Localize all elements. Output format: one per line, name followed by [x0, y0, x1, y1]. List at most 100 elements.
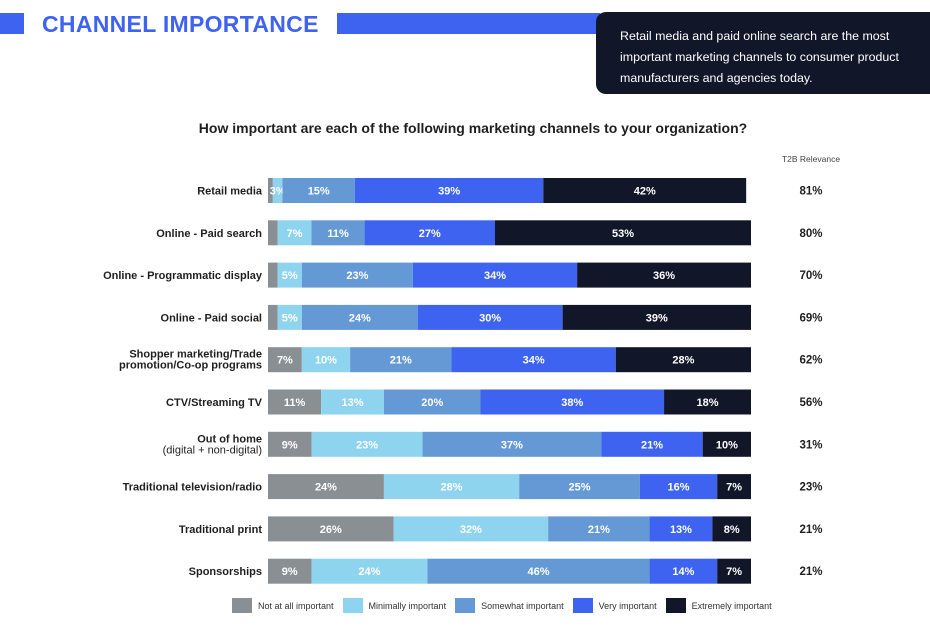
bar-segment [311, 220, 365, 246]
bar-segment [548, 516, 650, 542]
data-label: 25% [569, 482, 591, 494]
category-label: Traditional print [179, 524, 262, 536]
bar-segment [412, 262, 578, 288]
bar-segment [495, 220, 751, 246]
relevance-value: 21% [799, 566, 822, 578]
category-label: CTV/Streaming TV [166, 397, 263, 409]
category-label: Online - Programmatic display [103, 270, 263, 282]
category-label: Traditional television/radio [123, 482, 263, 494]
data-label: 23% [356, 439, 378, 451]
legend-swatch [572, 598, 593, 613]
category-label-line: (digital + non-digital) [163, 444, 262, 456]
data-label: 28% [672, 355, 694, 367]
data-label: 16% [668, 482, 690, 494]
data-label: 9% [282, 566, 298, 578]
data-label: 11% [327, 228, 349, 240]
data-label: 39% [646, 312, 668, 324]
bar-segment [717, 558, 751, 584]
data-label: 26% [320, 524, 342, 536]
bar-segment [543, 178, 747, 203]
bar-segment [268, 304, 278, 330]
legend-label: Minimally important [368, 600, 447, 611]
bar-segment [702, 431, 751, 457]
category-label: Out of home (digital + non-digital) [163, 433, 262, 456]
bar-segment [277, 262, 302, 288]
data-label: 24% [315, 482, 337, 494]
data-label: 3% [270, 186, 286, 198]
bar-segment [417, 304, 563, 330]
legend-swatch [342, 598, 363, 613]
legend-item: Not at all important [232, 598, 334, 613]
legend-item: Very important [572, 598, 657, 613]
data-label: 9% [282, 439, 298, 451]
data-label: 5% [282, 312, 298, 324]
data-label: 30% [479, 312, 501, 324]
legend-label: Somewhat important [481, 600, 564, 611]
bar-segment [427, 558, 650, 584]
bar-segment [649, 516, 713, 542]
data-label: 27% [419, 228, 441, 240]
data-label: 8% [724, 524, 740, 536]
relevance-value: 23% [799, 482, 822, 494]
data-label: 11% [284, 397, 306, 409]
bar-segment [354, 178, 544, 203]
callout-box: Retail media and paid online search are … [596, 12, 930, 94]
callout-text: Retail media and paid online search are … [620, 29, 899, 85]
bar-segment [268, 474, 384, 500]
data-label: 39% [438, 186, 460, 198]
data-label: 13% [670, 524, 692, 536]
data-label: 42% [634, 186, 656, 198]
bar-segment [268, 178, 273, 203]
legend-item: Minimally important [342, 598, 447, 613]
legend-label: Extremely important [691, 600, 772, 611]
data-label: 7% [726, 482, 742, 494]
data-label: 21% [641, 439, 663, 451]
data-label: 10% [315, 355, 337, 367]
bar-segment [268, 516, 394, 542]
bar-segment [451, 347, 616, 373]
data-label: 36% [653, 270, 675, 282]
data-label: 24% [349, 312, 371, 324]
category-label-line: promotion/Co-op programs [119, 360, 262, 372]
bar-segment [480, 389, 665, 415]
data-label: 24% [358, 566, 380, 578]
data-label: 32% [460, 524, 482, 536]
bar-segment [519, 474, 640, 500]
bar-segment [277, 304, 302, 330]
bar-segment [268, 389, 322, 415]
relevance-value: 62% [799, 355, 822, 367]
data-label: 53% [612, 228, 634, 240]
bar-segment [282, 178, 355, 203]
data-label: 37% [501, 439, 523, 451]
category-label: Online - Paid search [156, 228, 262, 240]
data-label: 10% [716, 439, 738, 451]
bar-segment [717, 474, 751, 500]
bar-segment [649, 558, 718, 584]
bar-segment [311, 558, 428, 584]
bar-segment [364, 220, 496, 246]
relevance-value: 56% [799, 397, 822, 409]
data-label: 34% [484, 270, 506, 282]
relevance-column-header: T2B Relevance [781, 154, 841, 164]
chart-title: How important are each of the following … [198, 120, 748, 136]
bar-segment [393, 516, 549, 542]
bar-segment [311, 431, 423, 457]
legend-label: Very important [598, 600, 657, 611]
relevance-value: 21% [799, 524, 822, 536]
data-label: 21% [588, 524, 610, 536]
category-label: Sponsorships [189, 566, 262, 578]
relevance-value: 80% [799, 228, 822, 240]
legend-swatch [232, 598, 252, 613]
data-label: 23% [346, 270, 368, 282]
header-accent-square [0, 13, 24, 34]
bar-segment [577, 262, 751, 288]
data-label: 38% [561, 397, 583, 409]
bar-segment [277, 220, 312, 246]
legend-swatch [455, 598, 476, 613]
data-label: 18% [697, 397, 719, 409]
bar-segment [383, 474, 520, 500]
data-label: 20% [421, 397, 443, 409]
bar-segment [562, 304, 751, 330]
data-label: 34% [523, 355, 545, 367]
